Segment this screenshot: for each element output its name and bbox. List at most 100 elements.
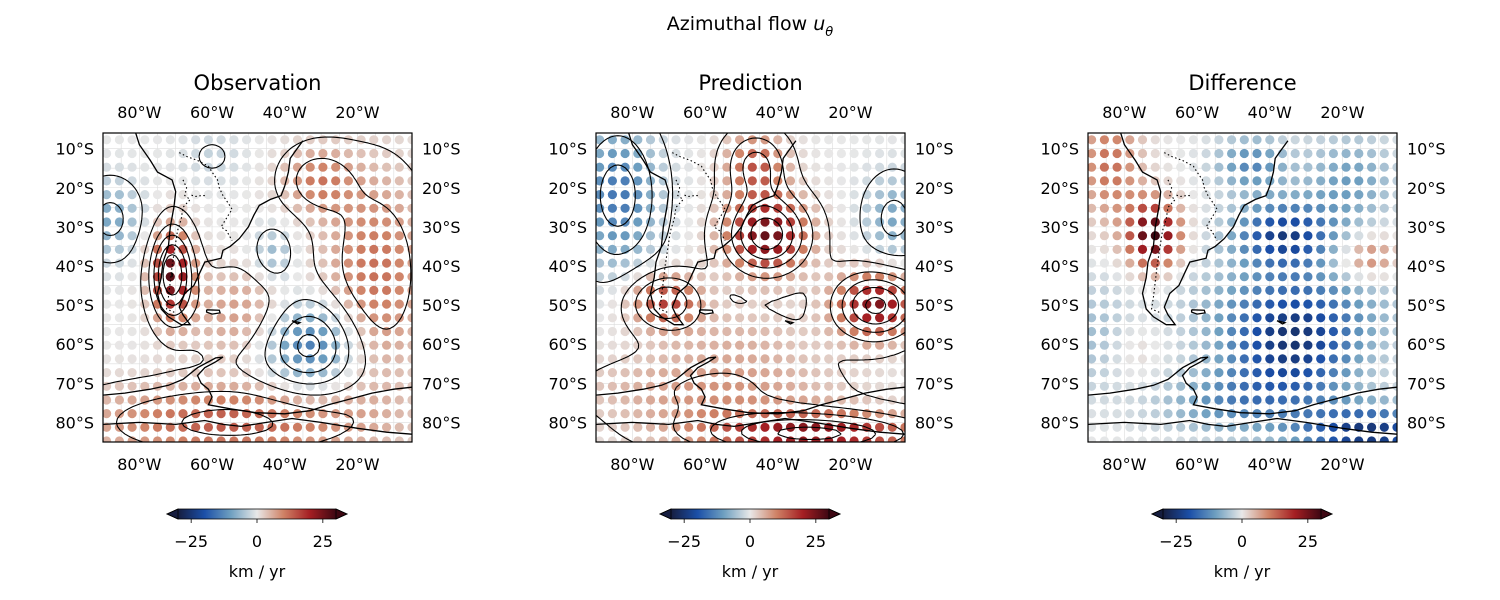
data-point xyxy=(318,217,328,227)
data-point xyxy=(1379,354,1389,364)
data-point xyxy=(684,217,694,227)
data-point xyxy=(407,326,412,337)
data-point xyxy=(747,313,757,323)
data-point xyxy=(1341,395,1351,405)
data-point xyxy=(1367,244,1377,254)
data-point xyxy=(394,135,404,145)
data-point xyxy=(696,340,707,350)
data-point xyxy=(785,326,796,337)
data-point xyxy=(343,409,353,419)
data-point xyxy=(1099,176,1109,186)
data-point xyxy=(1099,381,1109,391)
data-point xyxy=(722,162,732,172)
data-point xyxy=(103,340,112,350)
data-point xyxy=(1265,285,1275,295)
data-point xyxy=(229,299,239,309)
data-point xyxy=(216,244,226,254)
data-point xyxy=(1265,354,1275,364)
data-point xyxy=(1265,395,1275,405)
data-point xyxy=(127,436,137,442)
data-point xyxy=(1201,217,1211,227)
data-point xyxy=(216,258,226,268)
data-point xyxy=(216,190,226,200)
data-point xyxy=(596,354,605,364)
data-point xyxy=(1137,422,1148,432)
data-point xyxy=(280,368,290,378)
data-point xyxy=(305,162,315,172)
data-point xyxy=(1252,436,1262,442)
data-point xyxy=(1290,258,1300,268)
data-point xyxy=(1239,299,1249,309)
data-point xyxy=(875,313,885,323)
data-point xyxy=(318,354,328,364)
data-point xyxy=(658,231,668,241)
data-point xyxy=(760,422,770,432)
data-point xyxy=(1099,313,1109,323)
data-point xyxy=(1316,313,1326,323)
data-point xyxy=(887,135,897,145)
data-point xyxy=(811,285,821,295)
data-point xyxy=(203,313,213,323)
data-point xyxy=(875,381,885,391)
data-point xyxy=(1099,135,1109,145)
data-point xyxy=(216,368,226,378)
data-point xyxy=(394,258,404,268)
data-point xyxy=(1367,395,1377,405)
data-point xyxy=(165,436,175,442)
data-point xyxy=(607,231,618,241)
data-point xyxy=(1265,326,1275,337)
data-point xyxy=(1227,203,1237,213)
data-point xyxy=(811,313,821,323)
data-point xyxy=(1303,368,1313,378)
data-point xyxy=(645,244,656,254)
data-point xyxy=(735,313,745,323)
data-point xyxy=(127,162,137,172)
data-point xyxy=(645,190,656,200)
data-point xyxy=(1088,368,1097,378)
data-point xyxy=(735,354,745,364)
x-tick-label-bottom: 80°W xyxy=(610,455,654,474)
data-point xyxy=(620,148,630,159)
data-point xyxy=(178,217,188,227)
data-point xyxy=(811,381,821,391)
data-point xyxy=(1392,313,1397,323)
data-point xyxy=(1150,162,1160,172)
data-point xyxy=(1316,272,1326,282)
data-point xyxy=(343,258,353,268)
data-point xyxy=(127,231,137,241)
data-point xyxy=(1137,135,1148,145)
data-point xyxy=(318,244,328,254)
data-point xyxy=(140,368,150,378)
data-point xyxy=(1252,313,1262,323)
data-point xyxy=(862,258,872,268)
data-point xyxy=(900,340,905,350)
data-point xyxy=(1099,148,1109,159)
data-point xyxy=(645,135,656,145)
data-point xyxy=(1176,162,1186,172)
data-point xyxy=(1367,176,1377,186)
data-point xyxy=(254,354,264,364)
data-point xyxy=(1277,354,1288,364)
data-point xyxy=(1176,299,1186,309)
data-point xyxy=(1354,244,1364,254)
data-point xyxy=(1290,395,1300,405)
data-point xyxy=(318,285,328,295)
data-point xyxy=(798,148,808,159)
data-point xyxy=(152,272,163,282)
data-point xyxy=(1088,176,1097,186)
data-point xyxy=(1252,422,1262,432)
data-point xyxy=(1354,354,1364,364)
contour-line xyxy=(115,157,412,442)
data-point xyxy=(1112,436,1122,442)
x-tick-label-top: 20°W xyxy=(1320,103,1364,122)
data-point xyxy=(382,354,392,364)
data-point xyxy=(1088,354,1097,364)
data-point xyxy=(242,272,252,282)
data-point xyxy=(382,258,392,268)
data-point xyxy=(1088,299,1097,309)
data-point xyxy=(785,176,796,186)
data-point xyxy=(1367,162,1377,172)
data-point xyxy=(798,368,808,378)
data-point xyxy=(1290,203,1300,213)
data-point xyxy=(1150,217,1160,227)
